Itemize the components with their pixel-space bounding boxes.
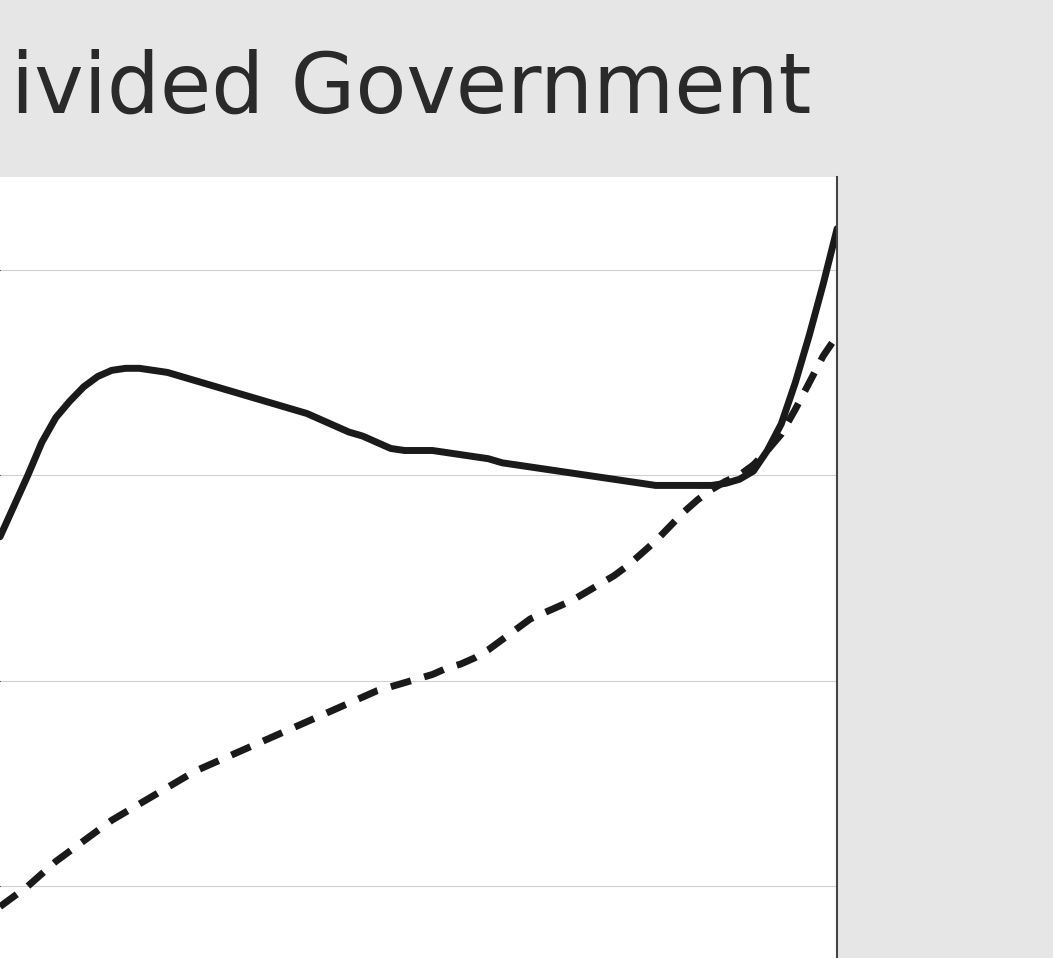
- Text: ivided Government: ivided Government: [11, 48, 811, 129]
